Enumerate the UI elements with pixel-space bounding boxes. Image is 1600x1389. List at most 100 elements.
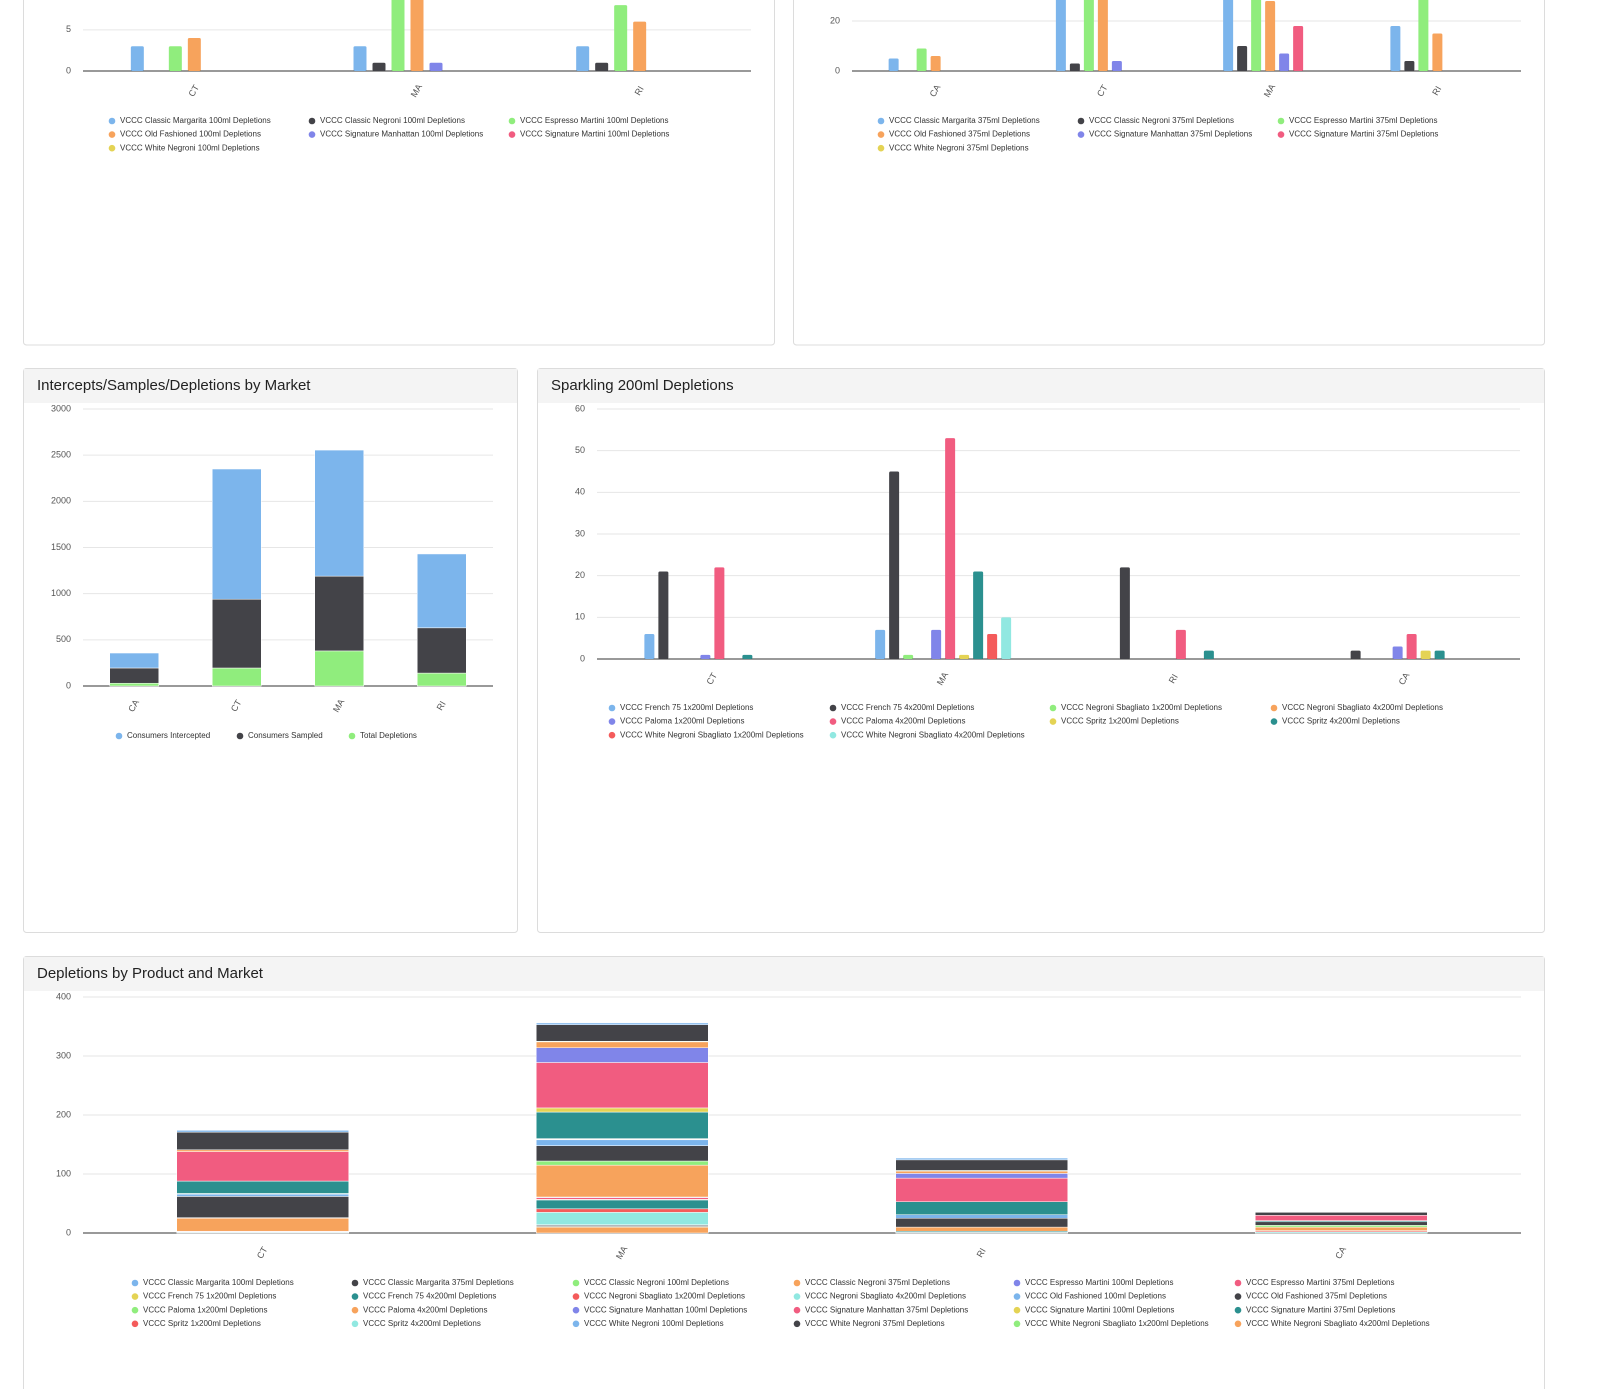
panel <box>23 0 775 346</box>
legend-label: VCCC Classic Margarita 100ml Depletions <box>120 116 271 125</box>
bar <box>973 571 984 659</box>
legend-marker <box>793 1320 801 1328</box>
legend-label: VCCC Signature Manhattan 375ml Depletion… <box>805 1305 968 1314</box>
bar <box>429 62 443 71</box>
legend-marker <box>1270 704 1278 712</box>
legend-label: VCCC Paloma 1x200ml Depletions <box>143 1305 268 1314</box>
legend-marker <box>308 117 316 125</box>
bar <box>1420 650 1431 659</box>
legend-marker <box>108 131 116 138</box>
legend-marker <box>108 117 116 125</box>
legend-label: VCCC Signature Martini 100ml Depletions <box>1025 1305 1174 1314</box>
legend-label: VCCC Signature Martini 375ml Depletions <box>1289 130 1438 139</box>
y-tick-label: 0 <box>66 65 71 75</box>
bar-segment <box>895 1159 1068 1171</box>
y-tick-label: 2000 <box>51 496 71 506</box>
legend-label: Consumers Intercepted <box>127 731 210 740</box>
legend-marker <box>1234 1279 1242 1287</box>
legend-label: VCCC Classic Negroni 100ml Depletions <box>320 116 465 125</box>
bar <box>614 5 628 72</box>
bar <box>576 46 590 71</box>
legend-marker <box>1013 1306 1021 1314</box>
y-tick-label: 0 <box>66 1227 71 1237</box>
legend-label: VCCC French 75 1x200ml Depletions <box>143 1292 276 1301</box>
bar-segment <box>176 1193 349 1197</box>
legend-marker <box>1077 117 1085 125</box>
bar <box>945 438 956 659</box>
bar <box>391 0 405 71</box>
bar <box>644 634 655 659</box>
y-tick-label: 1500 <box>51 542 71 552</box>
legend-label: VCCC White Negroni 100ml Depletions <box>584 1319 724 1328</box>
bar-segment <box>417 672 467 687</box>
legend-marker <box>1234 1293 1242 1300</box>
bar-segment <box>176 1196 349 1218</box>
legend-label: VCCC Old Fashioned 100ml Depletions <box>1025 1292 1166 1301</box>
legend-label: VCCC Signature Martini 100ml Depletions <box>520 130 669 139</box>
legend-marker <box>1013 1293 1021 1300</box>
bar-segment <box>895 1170 1068 1174</box>
bar <box>1083 0 1094 71</box>
bar <box>1418 0 1429 71</box>
legend-label: VCCC Signature Martini 375ml Depletions <box>1246 1305 1395 1314</box>
legend-marker <box>572 1279 580 1287</box>
legend-label: VCCC Espresso Martini 375ml Depletions <box>1246 1278 1395 1287</box>
panel <box>793 0 1545 346</box>
bar <box>1350 650 1361 659</box>
legend-marker <box>1234 1306 1242 1314</box>
bar <box>1001 617 1012 659</box>
bar-segment <box>176 1180 349 1194</box>
legend-label: VCCC Signature Manhattan 100ml Depletion… <box>584 1305 747 1314</box>
bar-segment <box>314 575 364 652</box>
legend-label: VCCC Classic Negroni 100ml Depletions <box>584 1278 729 1287</box>
legend-label: VCCC French 75 4x200ml Depletions <box>363 1292 496 1301</box>
y-tick-label: 1000 <box>51 588 71 598</box>
bar-segment <box>1255 1225 1428 1228</box>
legend-marker <box>115 732 123 740</box>
legend-marker <box>1013 1320 1021 1328</box>
bar-segment <box>536 1160 709 1166</box>
y-tick-label: 200 <box>56 1109 71 1119</box>
legend-marker <box>131 1293 139 1300</box>
legend-label: VCCC Paloma 4x200ml Depletions <box>841 717 966 726</box>
legend-marker <box>351 1306 359 1314</box>
panel-header <box>24 369 517 403</box>
bar-segment <box>895 1201 1068 1215</box>
bar-segment <box>212 468 262 600</box>
bar-segment <box>536 1041 709 1048</box>
panel-title: Sparkling 200ml Depletions <box>551 377 734 394</box>
legend-marker <box>1049 704 1057 712</box>
bar-segment <box>536 1111 709 1139</box>
legend-label: VCCC Espresso Martini 100ml Depletions <box>1025 1278 1174 1287</box>
legend-marker <box>829 731 837 739</box>
bar <box>658 571 669 659</box>
panel <box>537 368 1545 933</box>
legend-marker <box>308 131 316 138</box>
y-tick-label: 100 <box>56 1168 71 1178</box>
bar-segment <box>895 1173 1068 1179</box>
bar <box>959 654 970 659</box>
legend-label: VCCC White Negroni Sbagliato 1x200ml Dep… <box>620 730 804 739</box>
legend-marker <box>608 704 616 712</box>
bar-segment <box>536 1208 709 1213</box>
bar <box>916 48 927 71</box>
bar-segment <box>1255 1215 1428 1221</box>
y-tick-label: 5 <box>66 24 71 34</box>
legend-marker <box>572 1320 580 1328</box>
y-tick-label: 0 <box>835 65 840 75</box>
legend-label: VCCC White Negroni Sbagliato 1x200ml Dep… <box>1025 1319 1209 1328</box>
bar <box>930 56 941 71</box>
bar-segment <box>536 1212 709 1225</box>
legend-label: VCCC Negroni Sbagliato 1x200ml Depletion… <box>584 1292 745 1301</box>
bar <box>1265 1 1276 71</box>
bar <box>1390 26 1401 71</box>
legend-marker <box>508 117 516 125</box>
bar <box>633 21 647 72</box>
y-tick-label: 0 <box>66 680 71 690</box>
bar-segment <box>176 1130 349 1133</box>
bar <box>700 654 711 659</box>
legend-marker <box>1077 131 1085 138</box>
panel-header <box>538 369 1544 403</box>
bar-segment <box>212 667 262 687</box>
legend-label: VCCC White Negroni 375ml Depletions <box>805 1319 945 1328</box>
